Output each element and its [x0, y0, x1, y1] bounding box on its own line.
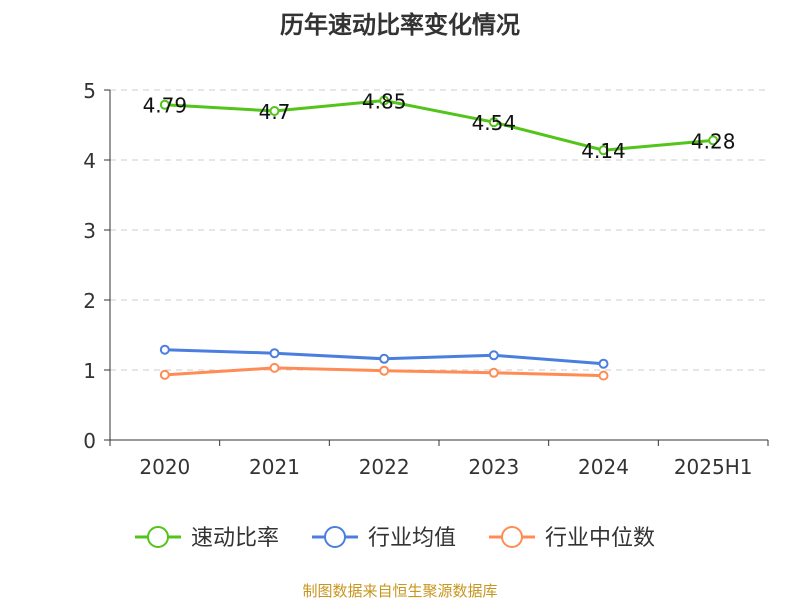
data-label: 4.14 — [581, 139, 626, 163]
legend-label[interactable]: 速动比率 — [191, 526, 279, 551]
data-point[interactable] — [159, 99, 170, 110]
data-label: 4.54 — [472, 111, 517, 135]
data-point[interactable] — [379, 95, 390, 106]
y-tick-label: 0 — [83, 429, 96, 453]
data-point[interactable] — [159, 344, 170, 355]
data-point[interactable] — [598, 145, 609, 156]
data-point[interactable] — [379, 353, 390, 364]
x-tick-label: 2024 — [578, 455, 629, 479]
x-tick-label: 2025H1 — [674, 455, 753, 479]
x-tick-label: 2022 — [359, 455, 410, 479]
legend-label[interactable]: 行业均值 — [368, 526, 456, 551]
data-point[interactable] — [159, 369, 170, 380]
data-label: 4.28 — [691, 129, 736, 153]
source-footer: 制图数据来自恒生聚源数据库 — [302, 582, 497, 600]
data-point[interactable] — [269, 348, 280, 359]
legend-marker[interactable] — [501, 526, 523, 548]
data-point[interactable] — [708, 135, 719, 146]
data-point[interactable] — [488, 117, 499, 128]
chart-title: 历年速动比率变化情况 — [280, 11, 520, 39]
x-tick-label: 2023 — [468, 455, 519, 479]
y-tick-label: 5 — [83, 79, 96, 103]
data-point[interactable] — [269, 106, 280, 116]
data-point[interactable] — [598, 358, 609, 369]
series-line — [164, 98, 714, 152]
legend-marker[interactable] — [324, 526, 346, 548]
x-tick-label: 2020 — [139, 455, 190, 479]
x-tick-label: 2021 — [249, 455, 300, 479]
data-point[interactable] — [379, 365, 390, 376]
y-tick-label: 1 — [83, 359, 96, 383]
data-label: 4.7 — [259, 100, 291, 124]
data-point[interactable] — [269, 362, 280, 373]
data-point[interactable] — [598, 370, 609, 381]
y-tick-label: 4 — [83, 149, 96, 173]
y-tick-label: 3 — [83, 219, 96, 243]
data-point[interactable] — [488, 367, 499, 378]
data-label: 4.85 — [362, 90, 407, 114]
legend-label[interactable]: 行业中位数 — [545, 526, 655, 551]
y-tick-label: 2 — [83, 289, 96, 313]
legend-marker[interactable] — [147, 526, 169, 548]
data-label: 4.79 — [143, 94, 188, 118]
data-point[interactable] — [488, 350, 499, 361]
